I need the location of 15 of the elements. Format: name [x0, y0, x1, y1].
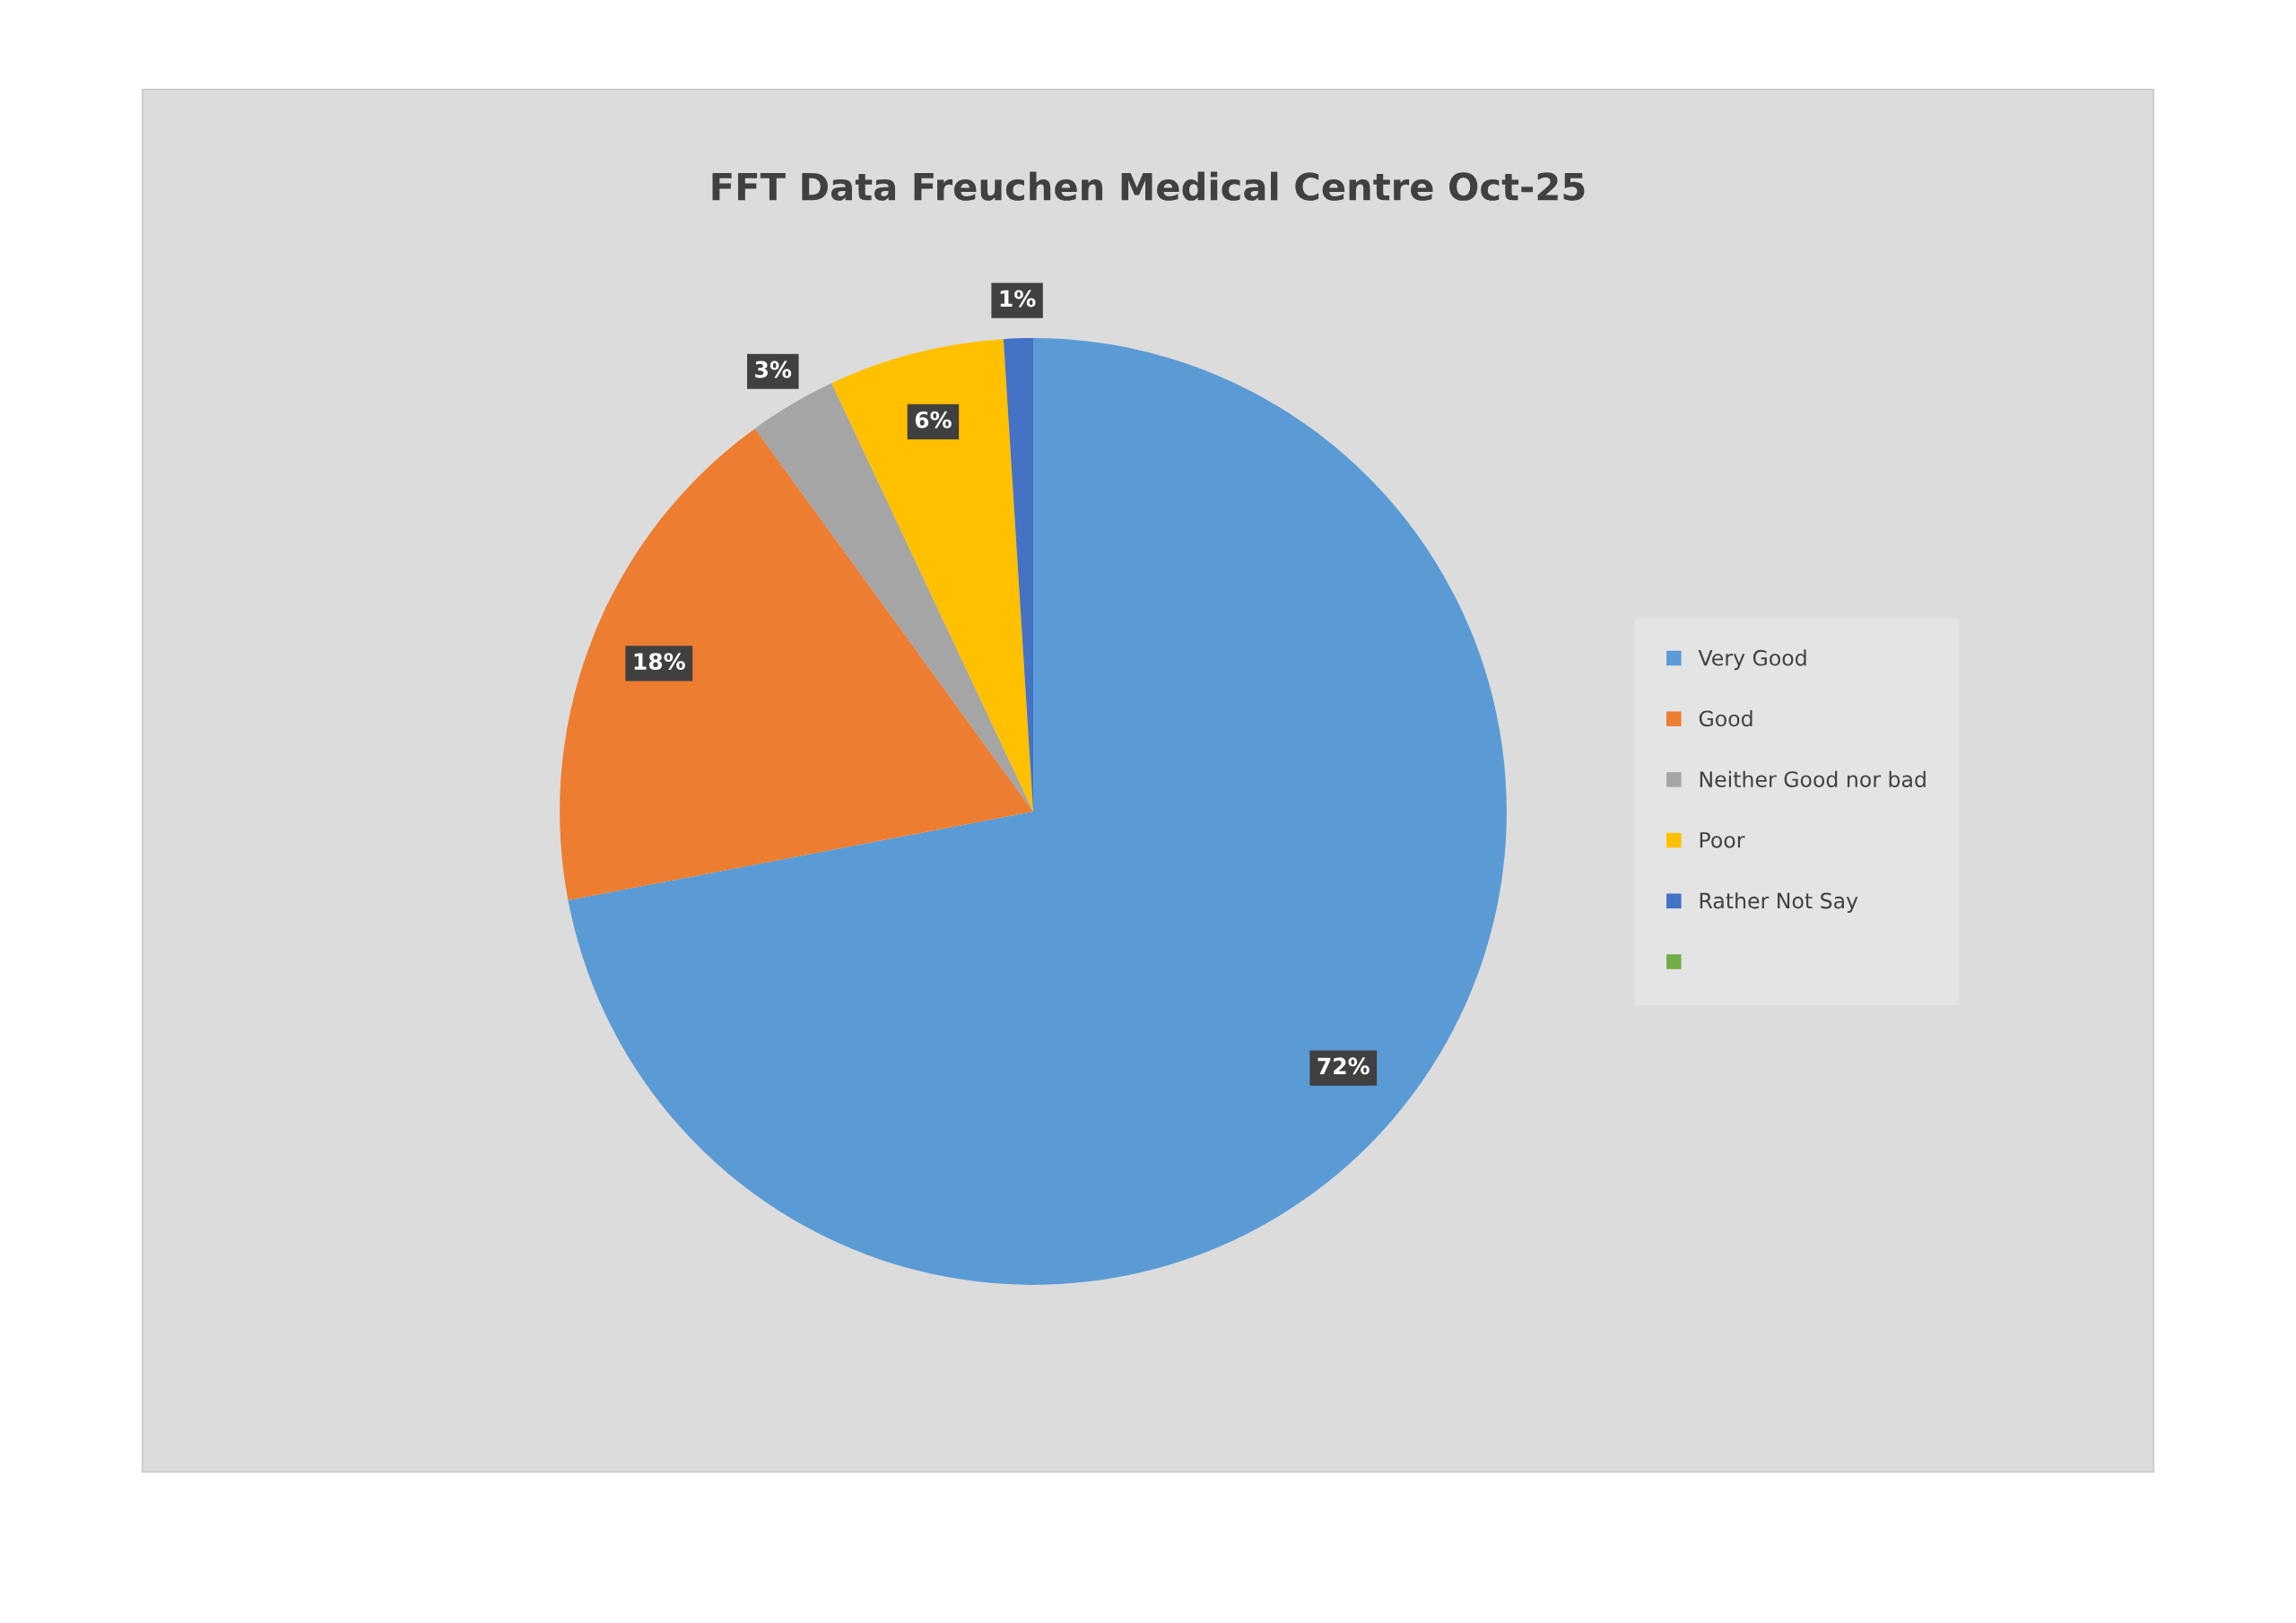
- chart-title: FFT Data Freuchen Medical Centre Oct-25: [712, 171, 1585, 201]
- data-label: 1%: [1000, 290, 1036, 308]
- data-label: 6%: [915, 411, 952, 429]
- legend-label: Poor: [1700, 832, 1745, 848]
- pie-slice: [560, 428, 1033, 900]
- data-label: 18%: [634, 653, 685, 671]
- legend-label: Rather Not Say: [1700, 892, 1858, 913]
- legend-label: Neither Good nor bad: [1700, 770, 1926, 787]
- data-label: 72%: [1318, 1057, 1370, 1075]
- data-label: 3%: [755, 360, 792, 378]
- legend-label: Very Good: [1698, 649, 1806, 671]
- pie-slice: [831, 339, 1033, 812]
- legend-label: Good: [1699, 710, 1752, 727]
- pie-slice: [754, 383, 1033, 812]
- pie-slice: [568, 338, 1507, 1285]
